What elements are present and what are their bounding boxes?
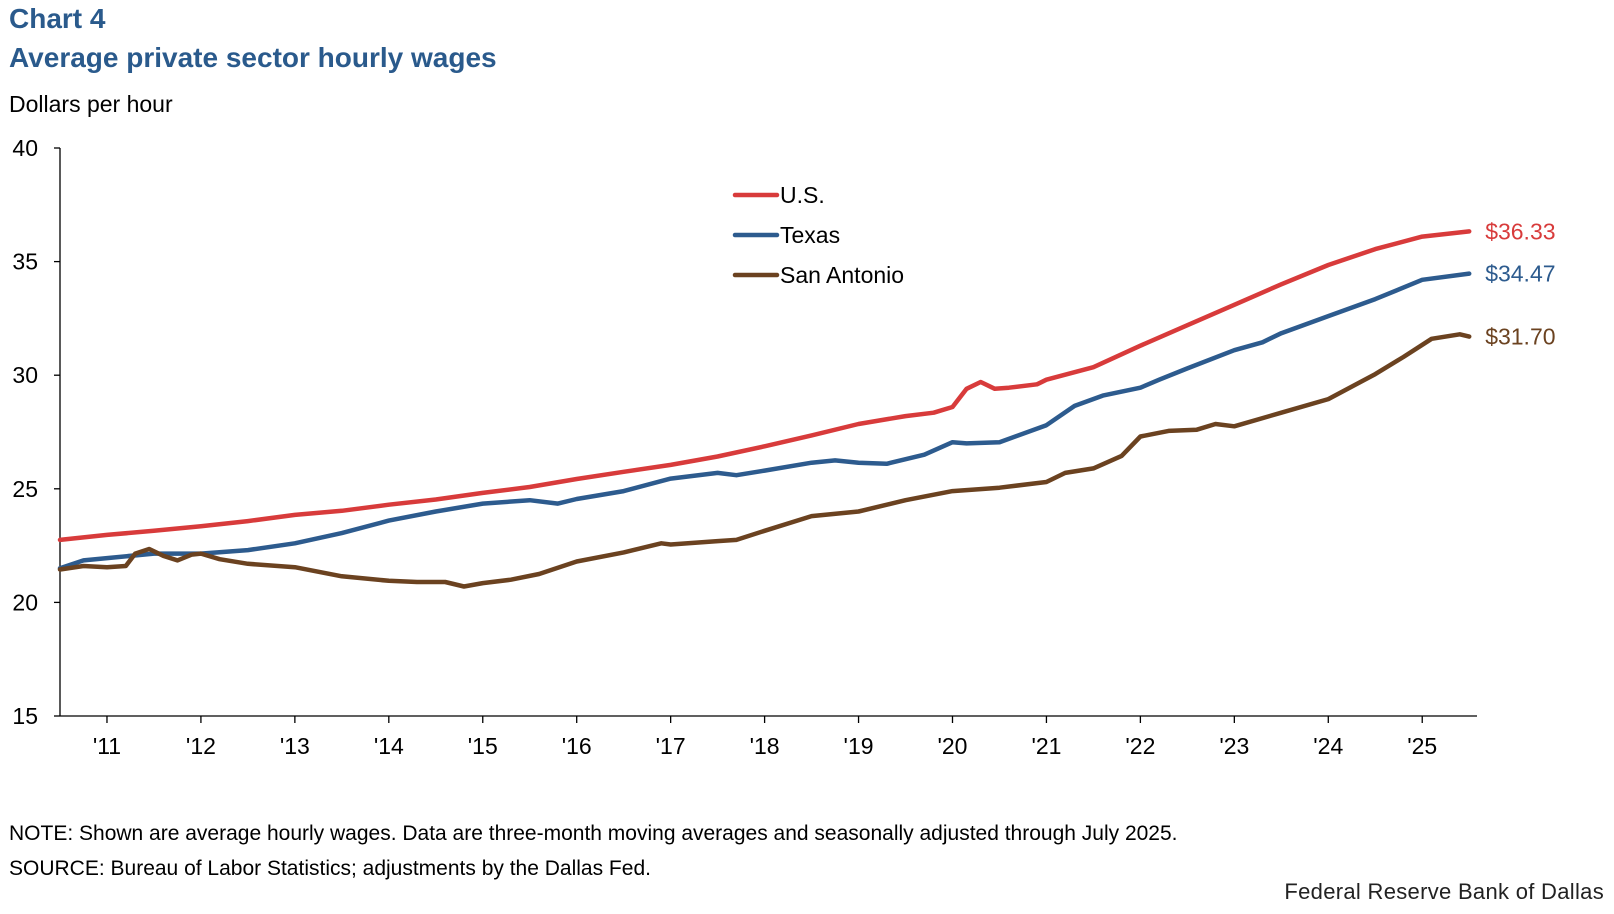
x-tick-label: '11 <box>93 733 121 759</box>
legend-label: Texas <box>780 222 840 248</box>
legend-label: San Antonio <box>780 262 904 288</box>
x-tick-label: '13 <box>280 733 310 759</box>
series-line-texas <box>57 271 1472 571</box>
x-tick-label: '22 <box>1125 733 1155 759</box>
x-tick-label: '19 <box>844 733 874 759</box>
chart-source: SOURCE: Bureau of Labor Statistics; adju… <box>9 857 651 880</box>
y-tick-label: 40 <box>12 135 38 161</box>
x-tick-label: '23 <box>1219 733 1249 759</box>
y-tick-label: 25 <box>12 476 38 502</box>
x-tick-label: '20 <box>938 733 968 759</box>
y-axis-unit-label: Dollars per hour <box>9 91 173 117</box>
x-tick-label: '24 <box>1313 733 1343 759</box>
series-line-san-antonio <box>57 332 1472 589</box>
y-tick-label: 35 <box>12 249 38 275</box>
x-tick-label: '25 <box>1407 733 1437 759</box>
x-tick-label: '21 <box>1031 733 1061 759</box>
plot-area: 15 20 25 30 35 40 '11 '12 '13 '14 '15 '16 '17 '18 '19 '… <box>12 135 1555 759</box>
x-tick-label: '14 <box>374 733 404 759</box>
x-tick-label: '18 <box>750 733 780 759</box>
x-tick-label: '15 <box>468 733 498 759</box>
legend-label: U.S. <box>780 182 825 208</box>
publisher-credit: Federal Reserve Bank of Dallas <box>1284 879 1604 904</box>
x-tick-label: '17 <box>656 733 686 759</box>
end-value-label: $36.33 <box>1485 218 1555 244</box>
y-tick-label: 30 <box>12 362 38 388</box>
y-tick-label: 15 <box>12 703 38 729</box>
x-tick-label: '16 <box>562 733 592 759</box>
chart-note: NOTE: Shown are average hourly wages. Da… <box>9 822 1178 845</box>
series-line-u-s <box>57 229 1472 543</box>
chart-title: Average private sector hourly wages <box>9 42 497 73</box>
x-tick-label: '12 <box>186 733 216 759</box>
chart-number: Chart 4 <box>9 3 106 34</box>
end-value-label: $31.70 <box>1485 324 1555 350</box>
end-value-label: $34.47 <box>1485 261 1555 287</box>
y-tick-label: 20 <box>12 589 38 615</box>
